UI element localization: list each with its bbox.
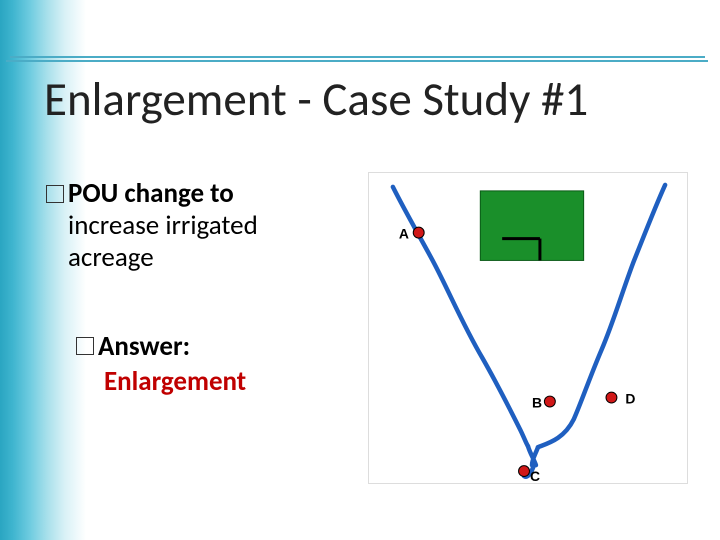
point-a — [413, 227, 424, 238]
bullet-block: POU change to increase irrigated acreage — [46, 178, 326, 274]
point-label-c: C — [530, 468, 540, 483]
answer-block: Answer: Enlargement — [76, 330, 246, 398]
answer-value: Enlargement — [104, 365, 246, 398]
bullet-bold: POU change to — [68, 177, 234, 210]
point-label-d: D — [625, 391, 635, 407]
irrigated-field — [480, 191, 583, 261]
point-label-b: B — [532, 394, 542, 410]
slide-title: Enlargement - Case Study #1 — [44, 70, 588, 128]
title-underline-2 — [6, 60, 708, 62]
bullet-square-icon — [76, 337, 94, 355]
title-underline-1 — [10, 56, 705, 58]
bullet-rest: increase irrigated acreage — [68, 209, 258, 274]
river-diagram: A B C D — [368, 172, 688, 484]
point-c — [519, 466, 530, 477]
river-diagram-svg: A B C D — [369, 173, 687, 483]
point-d — [606, 392, 617, 403]
answer-label: Answer: — [98, 330, 190, 363]
bullet-square-icon — [46, 185, 64, 203]
point-label-a: A — [399, 226, 409, 242]
bullet-text: POU change to increase irrigated acreage — [68, 178, 326, 274]
point-b — [544, 396, 555, 407]
